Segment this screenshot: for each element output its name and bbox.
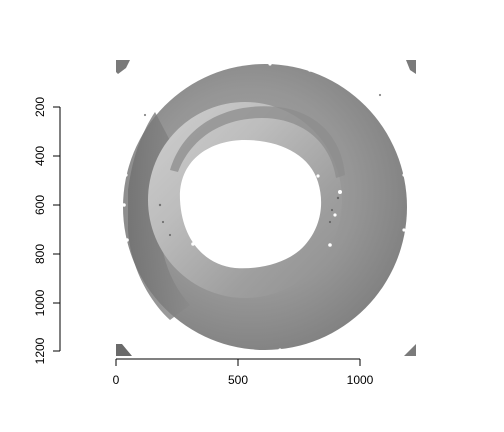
y-axis xyxy=(53,106,61,352)
corner-fragment xyxy=(116,344,132,356)
edge-speckles xyxy=(122,62,406,352)
corner-fragment xyxy=(404,344,416,356)
x-tick-label: 0 xyxy=(113,373,120,387)
corner-fragment xyxy=(406,60,416,74)
corner-fragment xyxy=(116,60,130,74)
y-tick-label: 200 xyxy=(33,97,47,117)
x-tick-labels: 0 500 1000 xyxy=(113,373,374,387)
y-tick-labels: 200 400 600 800 1000 1200 xyxy=(33,97,47,365)
y-tick-label: 400 xyxy=(33,146,47,166)
x-axis xyxy=(115,358,361,366)
dark-speckles xyxy=(143,93,382,237)
y-tick-label: 800 xyxy=(33,244,47,264)
y-tick-label: 600 xyxy=(33,195,47,215)
center-hole xyxy=(179,140,322,269)
x-tick-label: 500 xyxy=(228,373,248,387)
ring-gap xyxy=(170,106,345,178)
x-tick-label: 1000 xyxy=(347,373,374,387)
y-tick-label: 1200 xyxy=(33,337,47,364)
y-tick-label: 1000 xyxy=(33,289,47,316)
